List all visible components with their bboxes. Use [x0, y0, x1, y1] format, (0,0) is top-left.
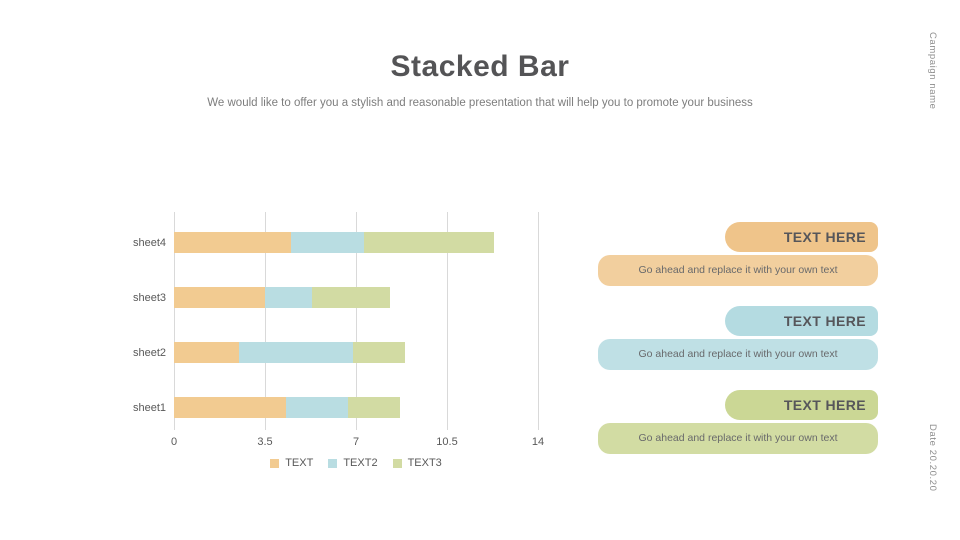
callout-title-pill[interactable]: TEXT HERE [725, 222, 878, 252]
chart-legend: TEXT TEXT2 TEXT3 [174, 455, 538, 471]
x-tick-label: 14 [531, 436, 545, 448]
bar-segment-text3-sheet3 [311, 287, 390, 308]
callout-title-pill[interactable]: TEXT HERE [725, 390, 878, 420]
x-tick-label: 3.5 [257, 436, 273, 448]
legend-swatch-blue [328, 458, 338, 468]
bar-row-sheet3 [174, 287, 538, 308]
gridline [446, 212, 448, 430]
gridline [264, 212, 266, 430]
legend-label: TEXT3 [407, 457, 442, 469]
bar-segment-text3-sheet1 [348, 397, 401, 418]
page-subtitle: We would like to offer you a stylish and… [207, 97, 753, 109]
bar-segment-text-sheet1 [174, 397, 286, 418]
bar-segment-text-sheet4 [174, 232, 291, 253]
gridline [537, 212, 539, 430]
bar-segment-text2-sheet3 [265, 287, 312, 308]
legend-label: TEXT [285, 457, 314, 469]
gridline [173, 212, 175, 430]
x-tick-label: 10.5 [436, 436, 458, 448]
x-tick-label: 0 [170, 436, 178, 448]
bar-segment-text2-sheet4 [291, 232, 364, 253]
callout-group-blue: TEXT HERE Go ahead and replace it with y… [598, 306, 878, 370]
bar-row-sheet2 [174, 342, 538, 363]
bar-row-sheet1 [174, 397, 538, 418]
legend-item-text: TEXT [270, 457, 313, 469]
legend-swatch-green [392, 458, 402, 468]
campaign-name-label: Campaign name [927, 32, 938, 110]
legend-item-text2: TEXT2 [328, 457, 378, 469]
bar-segment-text3-sheet4 [363, 232, 494, 253]
bar-segment-text2-sheet1 [285, 397, 349, 418]
callout-group-green: TEXT HERE Go ahead and replace it with y… [598, 390, 878, 454]
callout-body-pill[interactable]: Go ahead and replace it with your own te… [598, 255, 878, 286]
category-label-sheet2: sheet2 [132, 346, 166, 359]
bar-segment-text-sheet3 [174, 287, 265, 308]
callout-group-orange: TEXT HERE Go ahead and replace it with y… [598, 222, 878, 286]
legend-swatch-orange [270, 458, 280, 468]
category-label-sheet4: sheet4 [132, 236, 166, 249]
bar-segment-text-sheet2 [174, 342, 239, 363]
callout-body-pill[interactable]: Go ahead and replace it with your own te… [598, 423, 878, 454]
legend-label: TEXT2 [343, 457, 378, 469]
category-labels: sheet4 sheet3 sheet2 sheet1 [120, 212, 166, 430]
bar-segment-text3-sheet2 [353, 342, 406, 363]
gridline [355, 212, 357, 430]
legend-item-text3: TEXT3 [392, 457, 442, 469]
callout-title-pill[interactable]: TEXT HERE [725, 306, 878, 336]
bar-row-sheet4 [174, 232, 538, 253]
category-label-sheet3: sheet3 [132, 291, 166, 304]
x-axis: 0 3.5 7 10.5 14 [170, 436, 544, 452]
callout-body-pill[interactable]: Go ahead and replace it with your own te… [598, 339, 878, 370]
category-label-sheet1: sheet1 [132, 401, 166, 414]
bar-segment-text2-sheet2 [239, 342, 354, 363]
date-label: Date 20.20.20 [927, 424, 938, 492]
page-title: Stacked Bar [390, 50, 570, 83]
plot-area [173, 212, 539, 430]
x-tick-label: 7 [352, 436, 360, 448]
